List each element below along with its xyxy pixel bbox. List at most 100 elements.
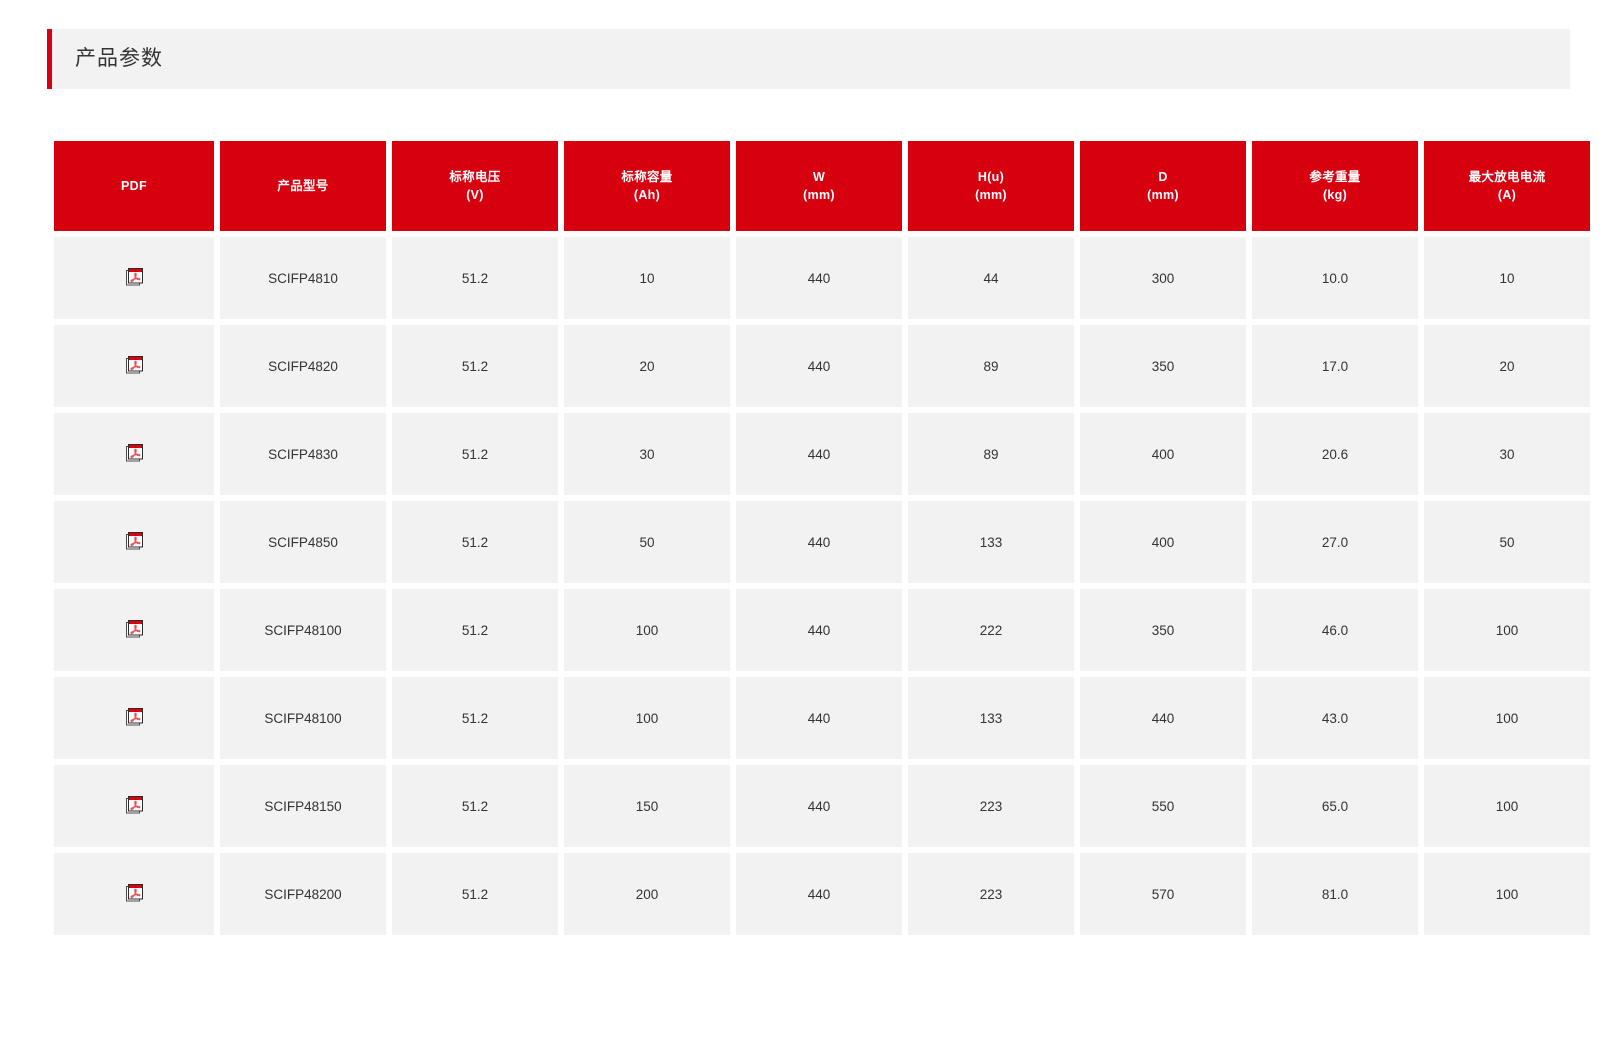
column-header-weight: 参考重量 (kg) — [1252, 141, 1418, 231]
cell-model: SCIFP4850 — [220, 501, 386, 583]
cell-weight: 17.0 — [1252, 325, 1418, 407]
cell-weight: 10.0 — [1252, 237, 1418, 319]
cell-d: 570 — [1080, 853, 1246, 935]
cell-w: 440 — [736, 853, 902, 935]
column-header-label: 标称电压 — [449, 169, 501, 184]
cell-weight: 43.0 — [1252, 677, 1418, 759]
pdf-file-icon[interactable] — [125, 267, 143, 286]
cell-pdf — [54, 237, 214, 319]
pdf-file-icon[interactable] — [125, 355, 143, 374]
cell-capacity: 100 — [564, 677, 730, 759]
cell-capacity: 50 — [564, 501, 730, 583]
cell-h: 222 — [908, 589, 1074, 671]
cell-h: 89 — [908, 413, 1074, 495]
column-header-h: H(u) (mm) — [908, 141, 1074, 231]
pdf-file-icon[interactable] — [125, 531, 143, 550]
section-title-bar: 产品参数 — [47, 29, 1570, 89]
column-header-unit: (V) — [466, 188, 484, 202]
cell-w: 440 — [736, 677, 902, 759]
cell-h: 44 — [908, 237, 1074, 319]
table-row: SCIFP4850 51.2 50 440 133 400 27.0 50 — [54, 501, 1590, 583]
cell-h: 89 — [908, 325, 1074, 407]
pdf-file-icon[interactable] — [125, 443, 143, 462]
cell-w: 440 — [736, 325, 902, 407]
cell-h: 133 — [908, 677, 1074, 759]
table-body: SCIFP4810 51.2 10 440 44 300 10.0 10 SCIFP4820 51… — [54, 237, 1590, 935]
cell-voltage: 51.2 — [392, 501, 558, 583]
cell-voltage: 51.2 — [392, 677, 558, 759]
cell-voltage: 51.2 — [392, 237, 558, 319]
column-header-label: D — [1158, 169, 1168, 184]
cell-pdf — [54, 501, 214, 583]
cell-voltage: 51.2 — [392, 853, 558, 935]
pdf-file-icon[interactable] — [125, 795, 143, 814]
pdf-file-icon[interactable] — [125, 707, 143, 726]
cell-w: 440 — [736, 237, 902, 319]
cell-model: SCIFP48150 — [220, 765, 386, 847]
table-row: SCIFP4820 51.2 20 440 89 350 17.0 20 — [54, 325, 1590, 407]
table-row: SCIFP4830 51.2 30 440 89 400 20.6 30 — [54, 413, 1590, 495]
cell-h: 223 — [908, 853, 1074, 935]
cell-d: 350 — [1080, 589, 1246, 671]
cell-capacity: 100 — [564, 589, 730, 671]
column-header-unit: (mm) — [1147, 188, 1179, 202]
cell-capacity: 10 — [564, 237, 730, 319]
column-header-label: 参考重量 — [1309, 169, 1361, 184]
cell-d: 300 — [1080, 237, 1246, 319]
column-header-label: PDF — [121, 178, 147, 193]
column-header-label: 产品型号 — [277, 178, 329, 193]
cell-d: 400 — [1080, 413, 1246, 495]
cell-d: 400 — [1080, 501, 1246, 583]
cell-voltage: 51.2 — [392, 589, 558, 671]
cell-capacity: 200 — [564, 853, 730, 935]
table-header: PDF 产品型号 标称电压 (V) 标称容量 (Ah) W (mm) H(u) (mm) D (mm)… — [54, 141, 1590, 231]
column-header-model: 产品型号 — [220, 141, 386, 231]
section-accent-bar — [47, 29, 52, 89]
cell-w: 440 — [736, 501, 902, 583]
cell-weight: 27.0 — [1252, 501, 1418, 583]
cell-pdf — [54, 589, 214, 671]
cell-voltage: 51.2 — [392, 413, 558, 495]
column-header-label: W — [812, 169, 826, 184]
column-header-label: H(u) — [977, 169, 1005, 184]
table-header-row: PDF 产品型号 标称电压 (V) 标称容量 (Ah) W (mm) H(u) (mm) D (mm)… — [54, 141, 1590, 231]
cell-voltage: 51.2 — [392, 765, 558, 847]
page-title: 产品参数 — [75, 47, 163, 70]
cell-pdf — [54, 325, 214, 407]
column-header-unit: (A) — [1497, 188, 1517, 202]
column-header-unit: (Ah) — [633, 188, 661, 202]
pdf-file-icon[interactable] — [125, 619, 143, 638]
cell-pdf — [54, 677, 214, 759]
cell-current: 100 — [1424, 853, 1590, 935]
cell-h: 133 — [908, 501, 1074, 583]
cell-model: SCIFP48200 — [220, 853, 386, 935]
column-header-unit: (mm) — [975, 188, 1007, 202]
product-parameter-table: PDF 产品型号 标称电压 (V) 标称容量 (Ah) W (mm) H(u) (mm) D (mm)… — [48, 135, 1596, 941]
column-header-voltage: 标称电压 (V) — [392, 141, 558, 231]
cell-d: 440 — [1080, 677, 1246, 759]
cell-d: 350 — [1080, 325, 1246, 407]
cell-w: 440 — [736, 589, 902, 671]
cell-model: SCIFP4820 — [220, 325, 386, 407]
table-row: SCIFP48100 51.2 100 440 133 440 43.0 100 — [54, 677, 1590, 759]
column-header-label: 标称容量 — [621, 169, 673, 184]
column-header-current: 最大放电电流 (A) — [1424, 141, 1590, 231]
cell-pdf — [54, 765, 214, 847]
cell-capacity: 30 — [564, 413, 730, 495]
cell-pdf — [54, 413, 214, 495]
cell-capacity: 150 — [564, 765, 730, 847]
cell-capacity: 20 — [564, 325, 730, 407]
cell-d: 550 — [1080, 765, 1246, 847]
column-header-unit: (kg) — [1322, 188, 1348, 202]
column-header-label: 最大放电电流 — [1468, 169, 1546, 184]
cell-voltage: 51.2 — [392, 325, 558, 407]
column-header-pdf: PDF — [54, 141, 214, 231]
cell-model: SCIFP4830 — [220, 413, 386, 495]
cell-current: 100 — [1424, 589, 1590, 671]
pdf-file-icon[interactable] — [125, 883, 143, 902]
cell-current: 100 — [1424, 765, 1590, 847]
cell-weight: 65.0 — [1252, 765, 1418, 847]
column-header-w: W (mm) — [736, 141, 902, 231]
cell-current: 10 — [1424, 237, 1590, 319]
cell-weight: 20.6 — [1252, 413, 1418, 495]
